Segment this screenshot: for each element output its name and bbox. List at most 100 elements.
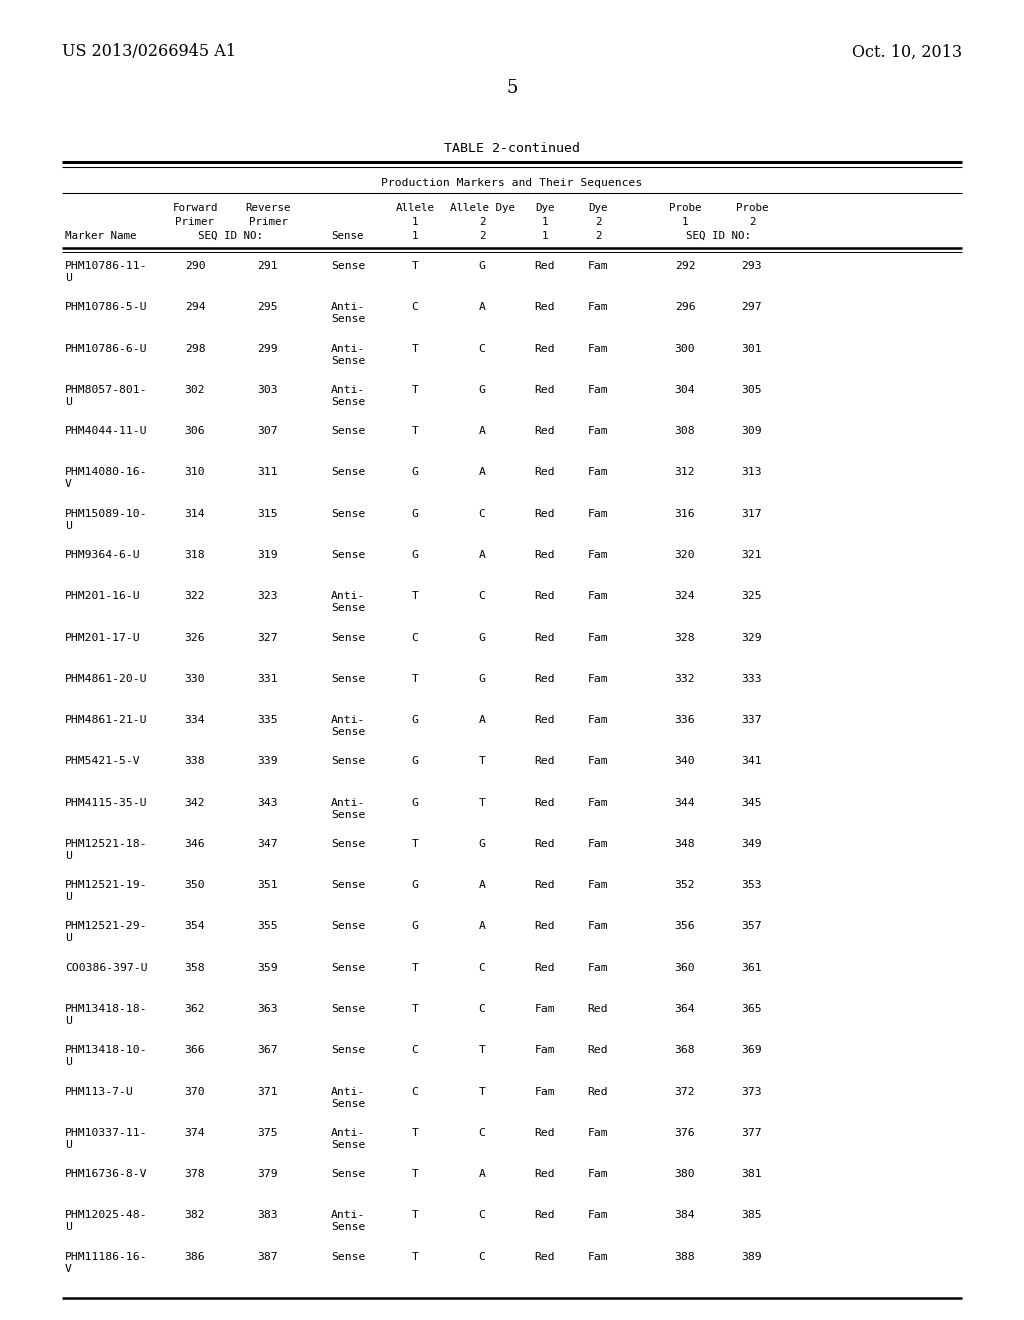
Text: 332: 332: [675, 673, 695, 684]
Text: 367: 367: [258, 1045, 279, 1055]
Text: 381: 381: [741, 1170, 762, 1179]
Text: 1: 1: [412, 231, 418, 242]
Text: 295: 295: [258, 302, 279, 313]
Text: Anti-
Sense: Anti- Sense: [331, 302, 366, 325]
Text: 376: 376: [675, 1127, 695, 1138]
Text: 346: 346: [184, 840, 206, 849]
Text: Probe: Probe: [736, 203, 768, 213]
Text: Fam: Fam: [588, 632, 608, 643]
Text: 387: 387: [258, 1251, 279, 1262]
Text: Sense: Sense: [332, 231, 365, 242]
Text: Sense: Sense: [331, 550, 366, 560]
Text: Red: Red: [535, 962, 555, 973]
Text: Fam: Fam: [588, 261, 608, 271]
Text: PHM9364-6-U: PHM9364-6-U: [65, 550, 140, 560]
Text: 313: 313: [741, 467, 762, 478]
Text: 319: 319: [258, 550, 279, 560]
Text: Red: Red: [535, 343, 555, 354]
Text: 335: 335: [258, 715, 279, 725]
Text: 371: 371: [258, 1086, 279, 1097]
Text: 372: 372: [675, 1086, 695, 1097]
Text: 1: 1: [412, 216, 418, 227]
Text: 363: 363: [258, 1005, 279, 1014]
Text: 385: 385: [741, 1210, 762, 1221]
Text: Probe: Probe: [669, 203, 701, 213]
Text: 355: 355: [258, 921, 279, 932]
Text: 305: 305: [741, 385, 762, 395]
Text: PHM13418-18-
U: PHM13418-18- U: [65, 1005, 147, 1026]
Text: PHM4115-35-U: PHM4115-35-U: [65, 797, 147, 808]
Text: G: G: [412, 921, 419, 932]
Text: Anti-
Sense: Anti- Sense: [331, 343, 366, 366]
Text: 316: 316: [675, 508, 695, 519]
Text: C: C: [478, 1251, 485, 1262]
Text: 321: 321: [741, 550, 762, 560]
Text: 311: 311: [258, 467, 279, 478]
Text: Fam: Fam: [588, 921, 608, 932]
Text: 327: 327: [258, 632, 279, 643]
Text: 375: 375: [258, 1127, 279, 1138]
Text: PHM15089-10-
U: PHM15089-10- U: [65, 508, 147, 531]
Text: PHM10786-11-
U: PHM10786-11- U: [65, 261, 147, 282]
Text: 382: 382: [184, 1210, 206, 1221]
Text: Sense: Sense: [331, 632, 366, 643]
Text: 330: 330: [184, 673, 206, 684]
Text: 361: 361: [741, 962, 762, 973]
Text: 297: 297: [741, 302, 762, 313]
Text: T: T: [478, 797, 485, 808]
Text: Red: Red: [535, 508, 555, 519]
Text: Red: Red: [535, 673, 555, 684]
Text: G: G: [412, 715, 419, 725]
Text: 294: 294: [184, 302, 206, 313]
Text: T: T: [478, 1045, 485, 1055]
Text: Primer: Primer: [175, 216, 214, 227]
Text: Fam: Fam: [588, 673, 608, 684]
Text: 2: 2: [595, 216, 601, 227]
Text: 296: 296: [675, 302, 695, 313]
Text: Red: Red: [535, 426, 555, 436]
Text: Fam: Fam: [588, 962, 608, 973]
Text: Anti-
Sense: Anti- Sense: [331, 797, 366, 820]
Text: PHM16736-8-V: PHM16736-8-V: [65, 1170, 147, 1179]
Text: 2: 2: [749, 216, 756, 227]
Text: 301: 301: [741, 343, 762, 354]
Text: T: T: [478, 756, 485, 767]
Text: 323: 323: [258, 591, 279, 601]
Text: Red: Red: [535, 1210, 555, 1221]
Text: G: G: [478, 840, 485, 849]
Text: 2: 2: [479, 231, 485, 242]
Text: 360: 360: [675, 962, 695, 973]
Text: Fam: Fam: [588, 715, 608, 725]
Text: Red: Red: [535, 632, 555, 643]
Text: SEQ ID NO:: SEQ ID NO:: [685, 231, 751, 242]
Text: Fam: Fam: [588, 1251, 608, 1262]
Text: A: A: [478, 1170, 485, 1179]
Text: A: A: [478, 426, 485, 436]
Text: A: A: [478, 880, 485, 890]
Text: PHM14080-16-
V: PHM14080-16- V: [65, 467, 147, 490]
Text: 304: 304: [675, 385, 695, 395]
Text: Sense: Sense: [331, 1045, 366, 1055]
Text: Anti-
Sense: Anti- Sense: [331, 715, 366, 737]
Text: PHM12521-18-
U: PHM12521-18- U: [65, 840, 147, 861]
Text: 350: 350: [184, 880, 206, 890]
Text: Marker Name: Marker Name: [65, 231, 136, 242]
Text: 337: 337: [741, 715, 762, 725]
Text: 308: 308: [675, 426, 695, 436]
Text: 354: 354: [184, 921, 206, 932]
Text: T: T: [412, 1170, 419, 1179]
Text: A: A: [478, 715, 485, 725]
Text: Red: Red: [535, 1251, 555, 1262]
Text: Sense: Sense: [331, 921, 366, 932]
Text: T: T: [412, 840, 419, 849]
Text: TABLE 2-continued: TABLE 2-continued: [444, 141, 580, 154]
Text: 314: 314: [184, 508, 206, 519]
Text: 362: 362: [184, 1005, 206, 1014]
Text: Fam: Fam: [588, 426, 608, 436]
Text: A: A: [478, 302, 485, 313]
Text: Fam: Fam: [588, 343, 608, 354]
Text: 326: 326: [184, 632, 206, 643]
Text: 318: 318: [184, 550, 206, 560]
Text: Sense: Sense: [331, 1251, 366, 1262]
Text: 359: 359: [258, 962, 279, 973]
